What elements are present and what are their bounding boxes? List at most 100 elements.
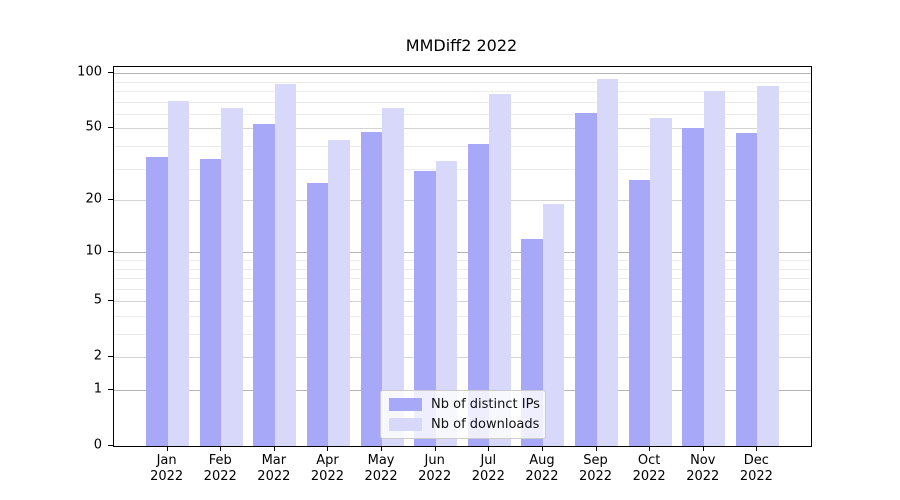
x-tick-month: May (367, 453, 395, 468)
y-tick-label: 1 (93, 381, 102, 397)
x-tick-label: Dec 2022 (724, 453, 788, 485)
x-tick-label: Jan 2022 (135, 453, 199, 485)
x-tick-year: 2022 (632, 469, 666, 484)
x-tick-month: Dec (743, 453, 769, 468)
y-tick-label: 50 (85, 119, 102, 135)
y-tick (108, 251, 113, 253)
y-tick-label: 2 (93, 348, 102, 364)
x-tick-label: Mar 2022 (242, 453, 306, 485)
gridline-minor (114, 260, 811, 261)
y-tick (108, 72, 113, 74)
x-tick (166, 446, 168, 451)
x-tick-month: Jul (480, 453, 497, 468)
x-tick-month: Mar (261, 453, 287, 468)
bar-downloads (703, 91, 726, 446)
x-tick-month: Nov (690, 453, 716, 468)
y-tick-label: 100 (77, 64, 102, 80)
y-tick (108, 127, 113, 129)
x-tick-year: 2022 (364, 469, 398, 484)
bar-distinct-ips (575, 112, 597, 446)
y-tick (108, 445, 113, 446)
gridline-minor (114, 91, 811, 93)
x-tick-year: 2022 (257, 469, 291, 484)
bar-downloads (489, 94, 511, 446)
x-tick-label: Sep 2022 (564, 453, 628, 485)
x-tick-month: Aug (529, 453, 555, 468)
x-tick-year: 2022 (471, 469, 505, 484)
x-tick-year: 2022 (418, 469, 452, 484)
bar-distinct-ips (199, 158, 222, 446)
x-tick-month: Oct (637, 453, 661, 468)
x-tick-year: 2022 (578, 469, 613, 484)
bar-downloads (167, 100, 190, 446)
x-tick-label: Apr 2022 (295, 453, 359, 485)
x-tick (649, 446, 651, 451)
bar-distinct-ips (253, 123, 275, 446)
x-tick-month: Sep (583, 453, 608, 468)
gridline-minor (114, 101, 811, 103)
x-tick (541, 446, 543, 451)
gridline (114, 357, 811, 359)
bar-downloads (542, 204, 565, 446)
gridline-minor (114, 268, 811, 270)
bar-distinct-ips (467, 144, 490, 446)
gridline-minor (114, 278, 811, 280)
y-tick (108, 300, 113, 302)
chart-title: MMDiff2 2022 (405, 36, 518, 55)
x-tick (488, 446, 490, 451)
x-tick (327, 446, 329, 451)
x-tick-year: 2022 (310, 469, 344, 484)
bar-distinct-ips (735, 133, 758, 446)
bar-downloads (596, 78, 618, 446)
gridline-minor (114, 315, 811, 317)
bar-distinct-ips (682, 128, 704, 446)
gridline-minor (114, 168, 811, 170)
gridline-minor (114, 146, 811, 148)
y-tick-label: 0 (93, 437, 102, 453)
gridline (114, 128, 811, 130)
bar-distinct-ips (307, 182, 329, 446)
legend-label-distinct-ips: Nb of distinct IPs (431, 397, 540, 412)
y-tick (108, 356, 113, 358)
x-tick-label: Jul 2022 (456, 453, 520, 485)
x-tick-label: May 2022 (349, 453, 413, 485)
gridline (114, 200, 811, 202)
x-tick (434, 446, 436, 451)
x-tick-year: 2022 (150, 469, 184, 484)
x-tick (381, 446, 383, 451)
bar-distinct-ips (414, 171, 436, 446)
x-tick (702, 446, 704, 451)
bar-downloads (757, 86, 779, 446)
bar-downloads (435, 161, 458, 446)
gridline-major (114, 252, 811, 254)
x-tick-label: Nov 2022 (671, 453, 735, 485)
x-tick (273, 446, 275, 451)
x-tick (595, 446, 597, 451)
y-tick-label: 5 (93, 292, 102, 308)
legend-swatch-distinct-ips (389, 398, 422, 411)
x-tick-year: 2022 (686, 469, 720, 484)
y-tick-label: 20 (85, 191, 102, 207)
plot-area (113, 66, 812, 447)
bar-distinct-ips (146, 156, 168, 446)
legend-label-downloads: Nb of downloads (431, 417, 540, 432)
bar-downloads (382, 107, 404, 446)
bar-distinct-ips (360, 131, 383, 446)
gridline-major (114, 73, 811, 75)
gridline-minor (114, 288, 811, 290)
x-tick-month: Feb (208, 453, 232, 468)
gridline (114, 301, 811, 303)
x-tick-label: Jun 2022 (403, 453, 467, 485)
gridline-minor (114, 334, 811, 336)
x-tick-label: Feb 2022 (188, 453, 252, 485)
legend-swatch-downloads (389, 418, 422, 431)
legend-row-downloads: Nb of downloads (389, 417, 540, 432)
x-tick-month: Jun (424, 453, 445, 468)
bar-distinct-ips (628, 179, 651, 446)
x-tick-year: 2022 (525, 469, 559, 484)
bar-downloads (328, 140, 350, 446)
x-tick (756, 446, 758, 451)
y-tick (108, 199, 113, 201)
gridline-minor (114, 81, 811, 83)
